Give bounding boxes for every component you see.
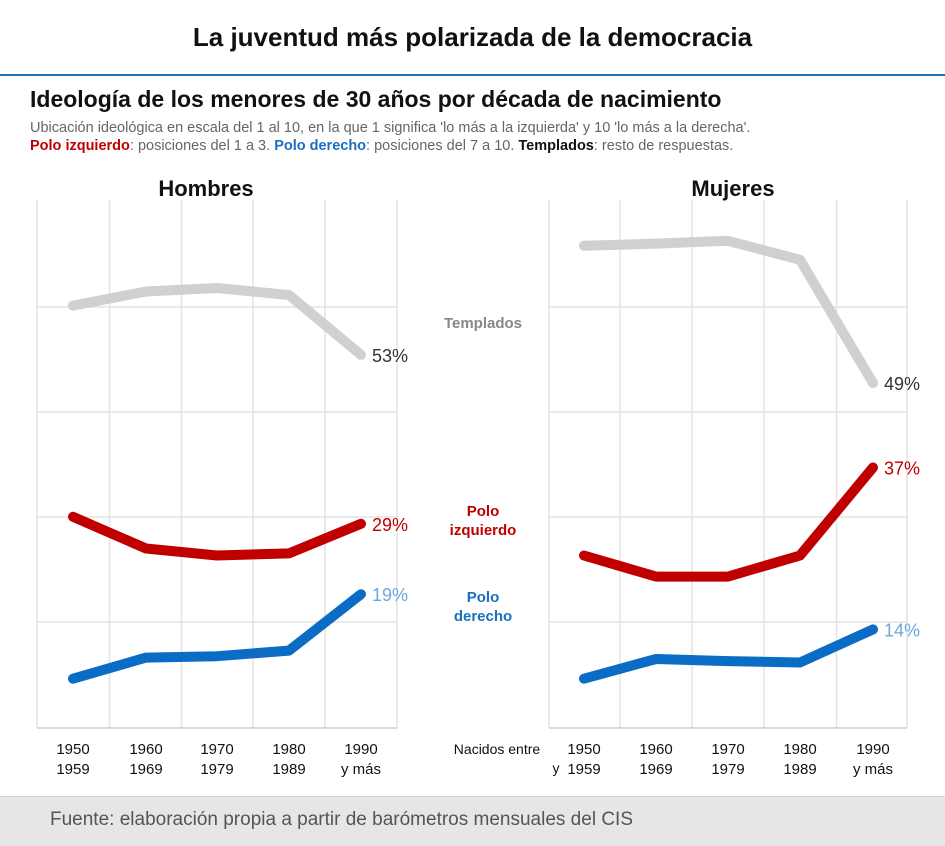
hombres-line-templados [73, 288, 361, 355]
hombres-line-izquierdo [73, 517, 361, 556]
mujeres-xtick-3-line2: 1989 [783, 761, 816, 778]
mujeres-xtick-2-line1: 1970 [711, 741, 744, 758]
series-label-derecho-1: Polo [467, 589, 500, 606]
hombres-xtick-1-line2: 1969 [129, 761, 162, 778]
mujeres-xtick-0-line2: 1959 [567, 761, 600, 778]
hombres-xtick-4-line2: y más [341, 761, 381, 778]
mujeres-xtick-1-line1: 1960 [639, 741, 672, 758]
series-label-izquierdo-2: izquierdo [450, 522, 517, 539]
mujeres-line-derecho [584, 629, 873, 678]
hombres-end-label-izquierdo: 29% [372, 515, 408, 535]
mujeres-end-label-derecho: 14% [884, 620, 920, 640]
hombres-xtick-1-line1: 1960 [129, 741, 162, 758]
hombres-xtick-2-line1: 1970 [200, 741, 233, 758]
series-label-templados: Templados [444, 315, 522, 332]
hombres-end-label-templados: 53% [372, 346, 408, 366]
mujeres-xtick-3-line1: 1980 [783, 741, 816, 758]
mujeres-end-label-izquierdo: 37% [884, 459, 920, 479]
footer: Fuente: elaboración propia a partir de b… [0, 796, 945, 846]
hombres-xtick-2-line2: 1979 [200, 761, 233, 778]
hombres-xtick-0-line1: 1950 [56, 741, 89, 758]
x-axis-caption-2: y [553, 760, 560, 776]
mujeres-xtick-2-line2: 1979 [711, 761, 744, 778]
hombres-end-label-derecho: 19% [372, 585, 408, 605]
mujeres-xtick-1-line2: 1969 [639, 761, 672, 778]
hombres-xtick-4-line1: 1990 [344, 741, 377, 758]
mujeres-end-label-templados: 49% [884, 374, 920, 394]
source-note: Fuente: elaboración propia a partir de b… [50, 809, 633, 831]
hombres-line-derecho [73, 594, 361, 679]
series-label-izquierdo-1: Polo [467, 503, 500, 520]
mujeres-xtick-4-line2: y más [853, 761, 893, 778]
mujeres-xtick-4-line1: 1990 [856, 741, 889, 758]
series-label-derecho-2: derecho [454, 608, 512, 625]
hombres-panel-title: Hombres [158, 176, 253, 201]
x-axis-caption-1: Nacidos entre [454, 741, 541, 757]
hombres-xtick-3-line1: 1980 [272, 741, 305, 758]
hombres-xtick-0-line2: 1959 [56, 761, 89, 778]
mujeres-panel-title: Mujeres [691, 176, 774, 201]
mujeres-xtick-0-line1: 1950 [567, 741, 600, 758]
mujeres-line-templados [584, 241, 873, 383]
hombres-xtick-3-line2: 1989 [272, 761, 305, 778]
mujeres-line-izquierdo [584, 468, 873, 577]
line-charts: Hombres 53% 29% 19% 1950 1959 1960 1969 1970 1979… [0, 0, 945, 796]
